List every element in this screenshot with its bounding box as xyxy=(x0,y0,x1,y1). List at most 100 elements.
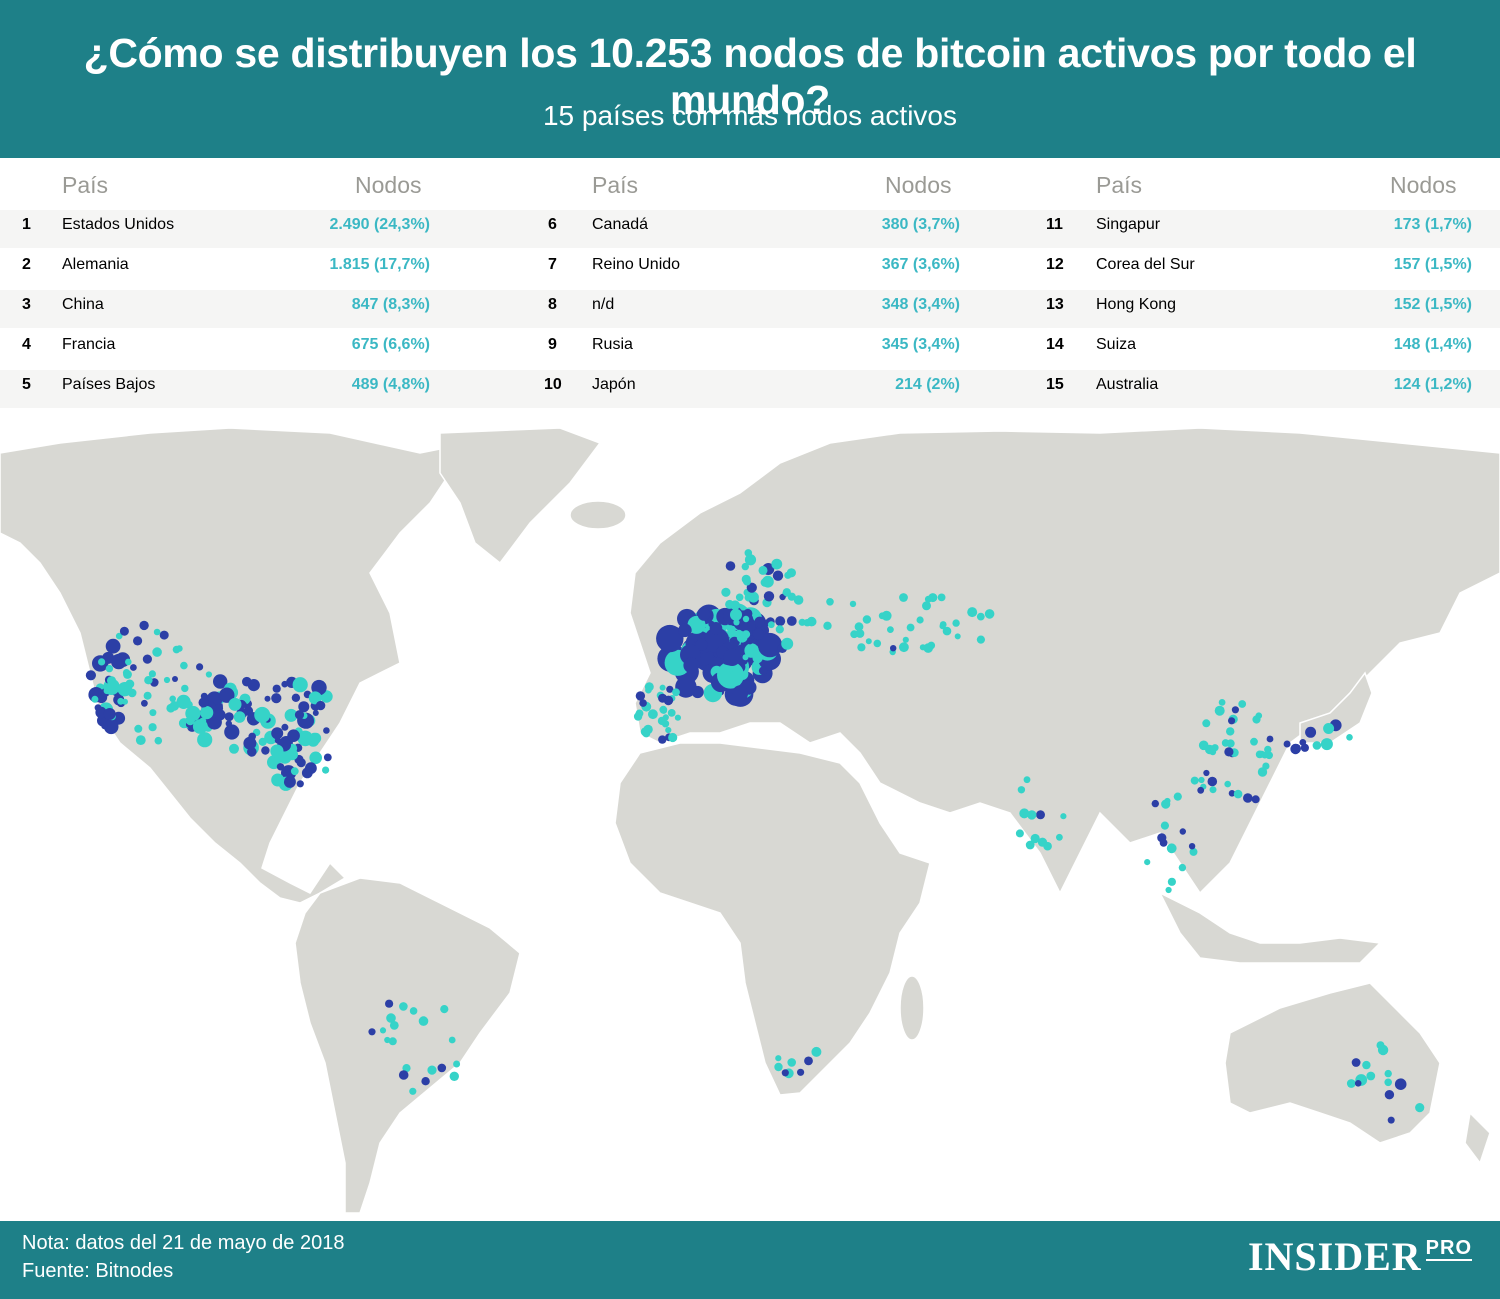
node-dot xyxy=(196,663,204,671)
node-count: 348 (3,4%) xyxy=(881,296,960,313)
node-dot xyxy=(758,565,768,575)
node-dot xyxy=(154,736,163,745)
node-dot xyxy=(296,780,304,788)
node-dot xyxy=(1238,700,1247,708)
node-dot xyxy=(640,727,651,737)
node-dot xyxy=(774,1062,783,1072)
node-dot xyxy=(952,619,960,627)
table-row-band xyxy=(0,210,1500,248)
node-dot xyxy=(798,618,806,626)
south-america-land xyxy=(294,877,521,1214)
node-dot xyxy=(143,691,152,700)
node-dot xyxy=(658,735,667,744)
node-dot xyxy=(200,692,208,700)
node-dot xyxy=(746,621,756,631)
country-name: Francia xyxy=(62,336,116,353)
node-dot xyxy=(723,648,741,666)
node-dot xyxy=(1231,706,1239,714)
node-dot xyxy=(163,676,171,684)
node-dot xyxy=(862,615,872,624)
node-dot xyxy=(725,666,734,674)
node-dot xyxy=(648,709,658,720)
node-dot xyxy=(742,630,751,639)
brand-suffix: PRO xyxy=(1425,1237,1472,1261)
node-dot xyxy=(180,661,188,670)
table-row-band xyxy=(0,370,1500,408)
node-dot xyxy=(721,587,731,597)
node-count: 152 (1,5%) xyxy=(1393,296,1472,313)
node-count: 157 (1,5%) xyxy=(1393,256,1472,273)
country-name: Alemania xyxy=(62,256,129,273)
node-dot xyxy=(1250,737,1258,746)
node-dot xyxy=(1323,723,1335,734)
node-dot xyxy=(823,621,832,630)
node-dot xyxy=(294,710,305,720)
node-dot xyxy=(644,682,654,692)
node-dot xyxy=(315,700,326,711)
node-dot xyxy=(148,723,157,732)
node-dot xyxy=(809,618,817,626)
node-dot xyxy=(281,680,289,688)
node-dot xyxy=(192,719,208,734)
country-name: n/d xyxy=(592,296,615,313)
node-dot xyxy=(224,712,234,722)
node-dot xyxy=(695,638,708,651)
node-dot xyxy=(916,616,924,624)
node-dot xyxy=(127,688,137,698)
node-dot xyxy=(153,628,161,636)
node-dot xyxy=(855,629,865,638)
node-dot xyxy=(243,736,257,750)
node-dot xyxy=(782,588,791,597)
node-dot xyxy=(133,636,143,646)
node-dot xyxy=(873,639,882,648)
node-count: 380 (3,7%) xyxy=(881,216,960,233)
node-dot xyxy=(310,732,322,744)
node-dot xyxy=(781,637,794,650)
node-dot xyxy=(937,593,946,602)
node-dot xyxy=(1178,863,1187,872)
node-dot xyxy=(323,753,332,762)
node-dot xyxy=(386,1013,396,1023)
node-dot xyxy=(296,758,306,768)
node-dot xyxy=(166,703,176,713)
node-dot xyxy=(1209,786,1217,794)
node-dot xyxy=(1159,839,1168,847)
source-text: Fuente: Bitnodes xyxy=(22,1260,174,1282)
node-dot xyxy=(881,610,892,621)
node-dot xyxy=(91,695,99,703)
world-map xyxy=(0,427,1500,1214)
node-dot xyxy=(787,1058,796,1067)
node-dot xyxy=(385,999,394,1008)
node-dot xyxy=(181,684,189,693)
ranking-table: País Nodos País Nodos País Nodos 1 Estados Unid… xyxy=(0,162,1500,410)
node-dot xyxy=(276,763,285,771)
node-dot xyxy=(399,1002,408,1011)
node-dot xyxy=(954,633,961,640)
node-dot xyxy=(659,705,668,714)
node-dot xyxy=(1167,877,1176,886)
node-dot xyxy=(1188,843,1196,850)
node-dot xyxy=(172,676,178,682)
node-dot xyxy=(149,709,157,717)
node-dot xyxy=(717,661,744,689)
node-dot xyxy=(1036,810,1045,820)
node-dot xyxy=(172,645,181,654)
node-dot xyxy=(125,658,132,666)
madagascar-land xyxy=(899,975,925,1041)
node-dot xyxy=(772,570,784,581)
node-dot xyxy=(744,643,759,658)
node-dot xyxy=(214,709,226,721)
node-dot xyxy=(763,591,775,602)
node-dot xyxy=(197,732,213,748)
node-dot xyxy=(449,1071,459,1081)
node-dot xyxy=(639,699,647,707)
node-dot xyxy=(742,615,750,623)
node-dot xyxy=(130,664,137,671)
node-dot xyxy=(733,619,740,626)
node-dot xyxy=(725,599,735,609)
country-name: Australia xyxy=(1096,376,1159,393)
note-text: Nota: datos del 21 de mayo de 2018 xyxy=(22,1232,345,1254)
node-dot xyxy=(264,695,271,702)
node-dot xyxy=(804,1056,813,1066)
node-dot xyxy=(281,723,289,731)
